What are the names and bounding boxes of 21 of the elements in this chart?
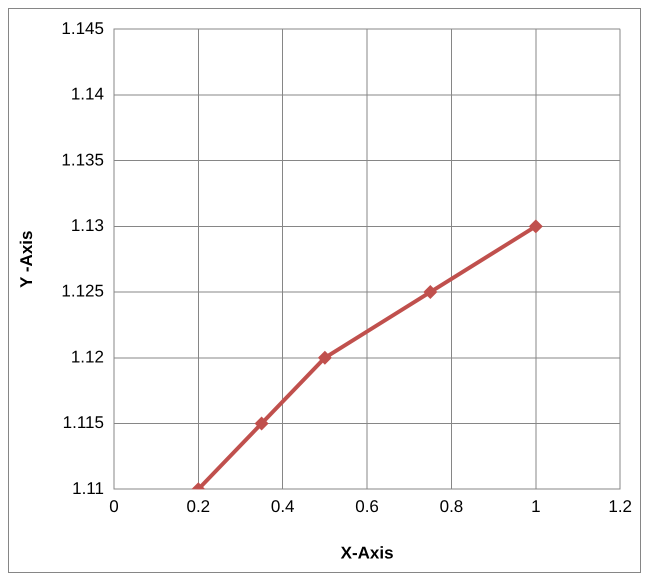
y-tick-label: 1.14 [70,84,104,104]
point [254,416,269,430]
x-tick-label: 1.2 [608,497,632,516]
y-axis-title: Y -Axis [16,230,36,288]
point [528,219,543,234]
x-tick-label: 0 [109,497,119,516]
point [318,350,332,365]
x-tick-label: 0.6 [355,497,379,516]
y-tick-label: 1.115 [62,413,104,432]
y-tick-label: 1.13 [70,216,104,236]
point [423,285,438,300]
y-tick-label: 1.12 [70,347,104,366]
x-tick-label: 1 [531,497,541,516]
y-tick-label: 1.125 [61,282,104,301]
x-tick-label: 0.8 [440,497,464,516]
y-tick-label: 1.145 [61,18,104,38]
x-tick-label: 0.4 [270,497,295,516]
y-tick-label: 1.11 [72,478,104,498]
x-axis-title: X-Axis [340,543,394,562]
y-tick-label: 1.135 [61,150,104,170]
x-tick-label: 0.2 [186,497,210,516]
